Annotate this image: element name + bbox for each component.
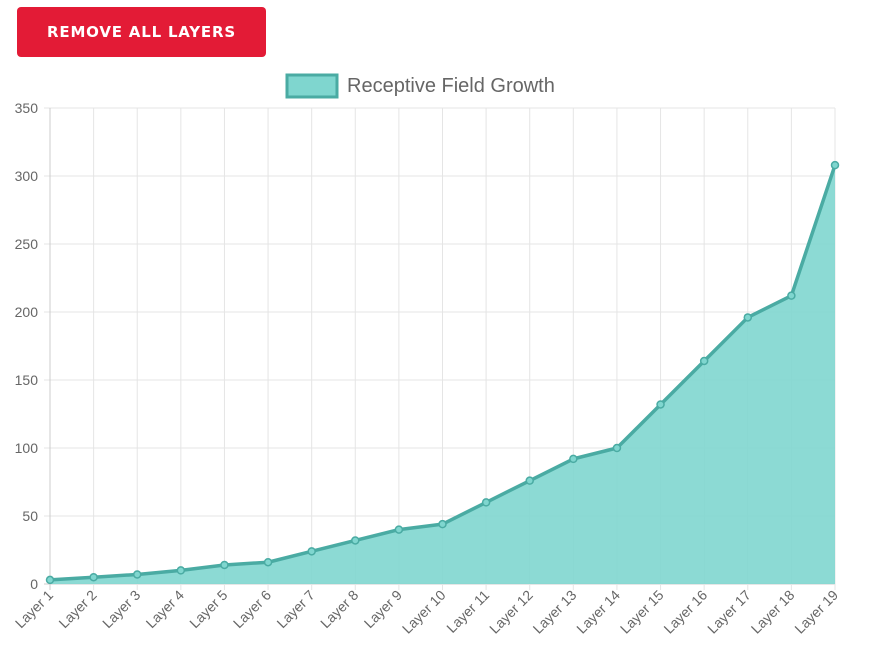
y-tick-label: 250	[15, 236, 39, 252]
x-tick-label: Layer 15	[617, 587, 667, 637]
x-axis: Layer 1 Layer 2 Layer 3 Layer 4 Layer 5 Layer…	[12, 587, 841, 637]
y-tick-label: 100	[15, 440, 39, 456]
data-point	[438, 519, 447, 529]
y-tick-label: 150	[15, 372, 39, 388]
x-tick-label: Layer 1	[12, 587, 56, 631]
data-point	[89, 572, 98, 582]
data-point	[394, 525, 404, 534]
data-point	[351, 536, 360, 545]
x-tick-label: Layer 17	[704, 587, 754, 637]
legend: Receptive Field Growth	[285, 73, 555, 99]
data-point	[525, 476, 534, 485]
y-tick-label: 50	[22, 508, 38, 524]
x-tick-label: Layer 12	[486, 587, 536, 637]
x-tick-label: Layer 2	[55, 587, 99, 631]
remove-all-layers-button[interactable]: REMOVE ALL LAYERS	[17, 7, 266, 57]
data-point	[132, 570, 142, 579]
legend-label: Receptive Field Growth	[347, 75, 555, 97]
data-point	[612, 443, 622, 453]
y-tick-label: 0	[30, 576, 38, 592]
data-point	[481, 498, 491, 507]
data-point	[307, 547, 316, 556]
data-point	[569, 454, 578, 464]
data-point	[263, 557, 273, 567]
x-tick-label: Layer 10	[399, 587, 449, 637]
x-tick-label: Layer 14	[573, 587, 623, 637]
plot-area	[45, 160, 840, 585]
data-point	[699, 356, 709, 366]
data-point	[743, 313, 753, 322]
x-tick-label: Layer 11	[443, 587, 492, 636]
series-area-fill	[50, 165, 835, 584]
data-point	[176, 566, 186, 575]
data-point	[45, 575, 55, 585]
y-tick-label: 200	[15, 304, 39, 320]
x-tick-label: Layer 7	[273, 587, 317, 631]
x-tick-label: Layer 5	[186, 587, 230, 631]
data-point	[220, 560, 229, 570]
x-tick-label: Layer 4	[143, 587, 187, 631]
x-tick-label: Layer 18	[748, 587, 798, 637]
x-tick-label: Layer 16	[660, 587, 710, 637]
y-tick-label: 300	[15, 168, 39, 184]
x-tick-label: Layer 6	[230, 587, 274, 631]
x-tick-label: Layer 19	[791, 587, 841, 637]
data-point	[787, 291, 796, 300]
x-tick-label: Layer 8	[317, 587, 361, 631]
y-tick-label: 350	[15, 100, 39, 116]
data-point	[656, 400, 665, 409]
y-axis: 0 50 100 150 200 250 300 350	[15, 100, 39, 592]
legend-swatch	[285, 73, 339, 99]
x-tick-label: Layer 3	[99, 587, 143, 631]
data-point	[830, 160, 840, 170]
x-tick-label: Layer 13	[530, 587, 580, 637]
